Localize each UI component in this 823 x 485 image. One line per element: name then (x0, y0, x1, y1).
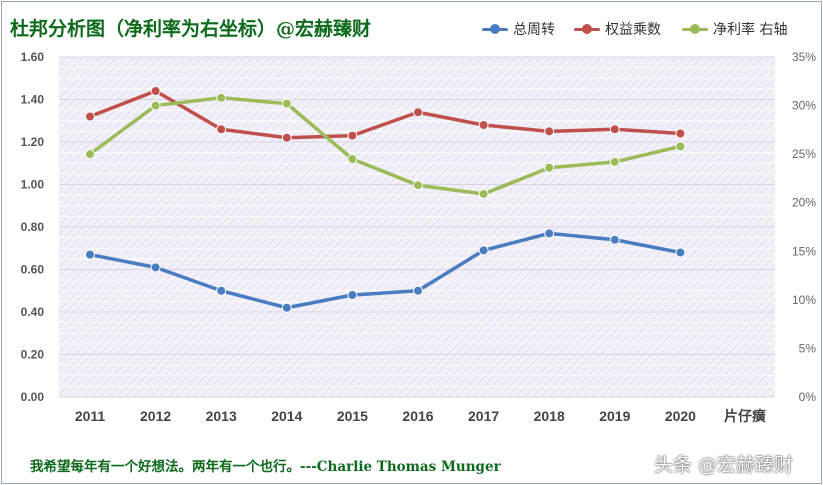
data-point (544, 162, 555, 173)
y-left-tick-label: 1.40 (21, 93, 45, 107)
y-right-tick-label: 30% (792, 99, 816, 113)
series-line (88, 96, 683, 196)
data-point (675, 128, 686, 139)
data-point (150, 100, 161, 111)
y-left-tick-label: 0.20 (21, 348, 45, 362)
legend-swatch (482, 22, 508, 36)
data-point (281, 98, 292, 109)
legend-swatch (682, 22, 708, 36)
y-left-tick-label: 0.40 (21, 305, 45, 319)
x-tick-label: 2013 (206, 408, 237, 424)
legend-label: 总周转 (513, 22, 555, 38)
x-tick-label: 2012 (140, 408, 171, 424)
data-point (413, 107, 423, 118)
data-point (85, 111, 95, 122)
legend-swatch (574, 22, 600, 36)
data-point (150, 262, 161, 273)
series-1 (85, 86, 686, 143)
series-line (88, 231, 683, 310)
y-right-tick-label: 35% (792, 50, 816, 64)
data-point (478, 188, 489, 199)
legend-label: 净利率 右轴 (713, 22, 788, 38)
data-point (216, 92, 227, 103)
data-point (413, 180, 423, 191)
x-tick-label: 2017 (468, 408, 499, 424)
data-point (544, 126, 555, 137)
x-tick-label: 2020 (665, 408, 696, 424)
data-point (216, 285, 227, 296)
series-layer (85, 86, 686, 313)
data-point (478, 245, 489, 256)
y-left-tick-label: 0.80 (21, 220, 45, 234)
data-point (281, 302, 292, 313)
x-tick-label: 2018 (534, 408, 565, 424)
y-right-tick-label: 10% (792, 293, 816, 307)
chart-title: 杜邦分析图（净利率为右坐标）@宏赫臻财 (10, 18, 372, 40)
x-axis-extra-label: 片仔癀 (724, 408, 766, 424)
x-tick-label: 2019 (599, 408, 630, 424)
left-axis-ticks: 0.00 0.20 0.40 0.60 0.80 1.00 1.20 1.40 1.60 (21, 50, 45, 404)
legend-label: 权益乘数 (605, 22, 661, 38)
data-point (85, 149, 95, 160)
data-point (609, 156, 620, 167)
y-right-tick-label: 20% (792, 196, 816, 210)
data-point (347, 130, 358, 141)
x-tick-label: 2016 (402, 408, 433, 424)
y-left-tick-label: 1.20 (21, 135, 45, 149)
legend-item: 净利率 右轴 (682, 19, 787, 39)
legend-item: 总周转 (482, 19, 555, 39)
y-left-tick-label: 0.00 (21, 390, 45, 404)
data-point (675, 141, 686, 152)
y-right-tick-label: 15% (792, 244, 816, 258)
data-point (478, 120, 489, 130)
data-point (150, 86, 161, 96)
watermark-text: 头条 @宏赫臻财 (654, 454, 794, 476)
data-point (413, 285, 423, 296)
data-point (347, 290, 358, 300)
quote-text: 我希望每年有一个好想法。两年有一个也行。---Charlie Thomas Mu… (30, 459, 501, 475)
x-tick-label: 2015 (337, 408, 368, 424)
series-0 (85, 228, 686, 313)
y-right-tick-label: 5% (799, 341, 817, 355)
x-tick-label: 2011 (75, 408, 106, 424)
x-axis-ticks: 2011 2012 2013 2014 2015 2016 2017 2018 2019 2020 (75, 408, 696, 424)
gridlines (59, 56, 775, 398)
series-line (88, 89, 683, 140)
right-axis-ticks: 0% 5% 10% 15% 20% 25% 30% 35% (792, 50, 816, 404)
data-point (675, 247, 686, 258)
data-point (544, 228, 555, 239)
data-point (281, 132, 292, 143)
data-point (609, 234, 620, 245)
data-point (347, 154, 358, 164)
data-point (85, 249, 95, 260)
y-left-tick-label: 0.60 (21, 263, 45, 277)
legend-item: 权益乘数 (574, 19, 661, 39)
y-right-tick-label: 25% (792, 147, 816, 161)
y-left-tick-label: 1.60 (21, 50, 45, 64)
data-point (216, 124, 227, 135)
data-point (609, 124, 620, 135)
y-left-tick-label: 1.00 (21, 178, 45, 192)
x-tick-label: 2014 (271, 408, 302, 424)
series-2 (85, 92, 686, 199)
y-right-tick-label: 0% (799, 390, 817, 404)
